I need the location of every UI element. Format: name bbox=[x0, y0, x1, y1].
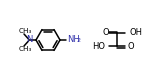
Text: O: O bbox=[103, 28, 109, 37]
Text: CH₃: CH₃ bbox=[18, 46, 32, 52]
Text: OH: OH bbox=[129, 28, 142, 37]
Text: N: N bbox=[26, 35, 32, 45]
Text: 2: 2 bbox=[77, 39, 80, 44]
Text: HO: HO bbox=[92, 42, 105, 51]
Text: CH₃: CH₃ bbox=[18, 28, 32, 34]
Text: NH: NH bbox=[67, 34, 80, 44]
Text: O: O bbox=[128, 42, 135, 51]
